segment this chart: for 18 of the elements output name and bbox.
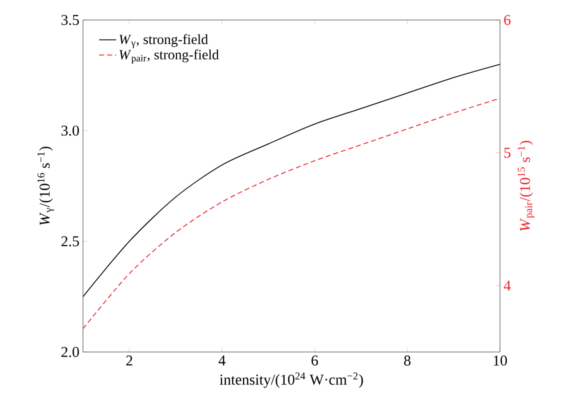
x-tick-label: 10 bbox=[494, 356, 507, 366]
y-tick-label: 3.0 bbox=[62, 126, 79, 136]
x-axis-title: intensity/(10$^{24}$ W·cm$^{−2}$) bbox=[220, 372, 363, 388]
y-tick-label: 2.0 bbox=[61, 346, 79, 358]
y2-tick-label: 6 bbox=[504, 14, 511, 26]
y-axis-title: W$_{γ}$/(10$^{16}$ s$^{−1}$) bbox=[37, 146, 54, 225]
y-tick-label: 2.5 bbox=[61, 236, 79, 246]
legend-label: W$_{pair}$, strong-field bbox=[120, 49, 219, 64]
legend-label: W$_{γ}$, strong-field bbox=[120, 34, 208, 48]
y2-axis-title: W$_{pair}$/(10$^{15}$ s$^{−1}$) bbox=[518, 140, 534, 231]
x-tick-label: 6 bbox=[312, 356, 318, 366]
x-tick-label: 4 bbox=[218, 356, 226, 366]
x-tick-label: 8 bbox=[404, 356, 410, 366]
y2-tick-label: 4 bbox=[504, 280, 511, 291]
y2-tick-label: 5 bbox=[504, 148, 510, 158]
y-tick-label: 3.5 bbox=[62, 14, 79, 26]
line-series bbox=[83, 98, 500, 330]
x-tick-label: 2 bbox=[126, 356, 132, 366]
